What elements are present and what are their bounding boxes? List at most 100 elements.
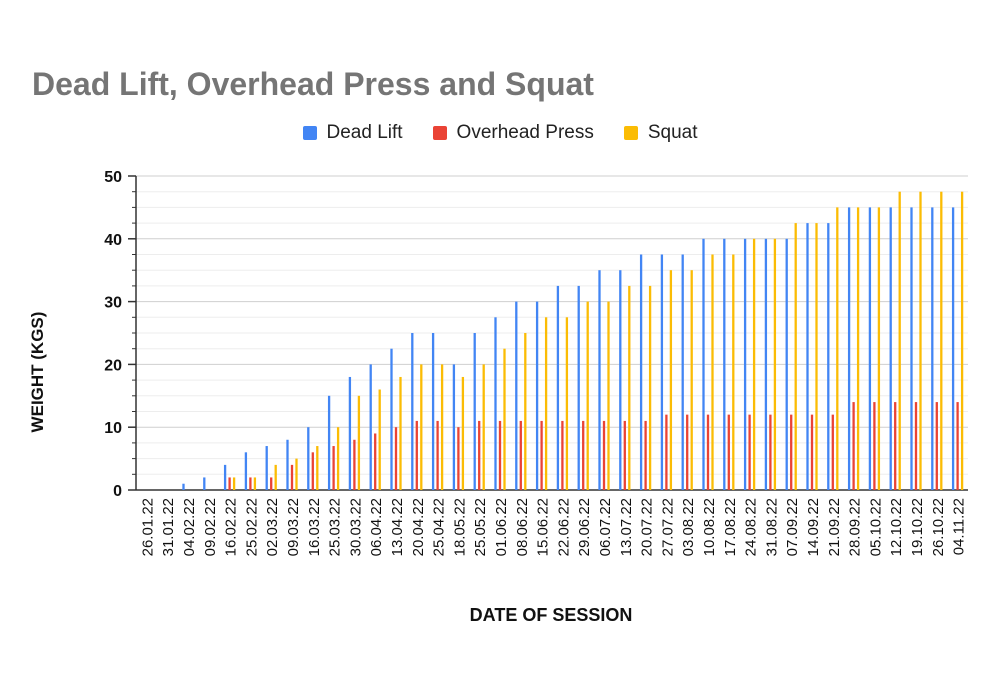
bar (806, 223, 809, 490)
bar (743, 238, 747, 490)
bar (815, 223, 818, 490)
bar (295, 458, 298, 490)
bar (411, 333, 414, 490)
legend-swatch (432, 126, 447, 140)
bar (577, 285, 580, 490)
x-tick-label: 16.02.22 (223, 498, 240, 556)
x-tick-label: 20.04.22 (410, 498, 427, 556)
x-tick-label: 07.09.22 (784, 498, 801, 556)
bar (586, 301, 589, 490)
x-tick-label: 25.05.22 (472, 498, 489, 556)
x-tick-label: 19.10.22 (909, 498, 926, 556)
bar (910, 207, 913, 490)
bar (461, 376, 465, 490)
bar (723, 238, 726, 490)
bar (686, 414, 689, 490)
bar (639, 254, 643, 490)
chart-title: Dead Lift, Overhead Press and Squat (32, 66, 594, 102)
x-tick-label: 31.01.22 (160, 498, 177, 556)
bar (785, 238, 788, 490)
x-tick-label: 01.06.22 (493, 498, 510, 556)
bar (274, 464, 277, 490)
x-tick-label: 09.02.22 (202, 498, 219, 556)
legend-item: Dead Lift (302, 122, 403, 144)
bar (265, 446, 268, 490)
x-tick-label: 13.04.22 (389, 498, 406, 556)
x-tick-label: 06.04.22 (368, 498, 385, 556)
bar (960, 191, 964, 490)
bar (540, 420, 543, 490)
bar (868, 207, 872, 490)
y-tick-label: 40 (104, 232, 122, 249)
bar (889, 207, 892, 490)
x-tick-label: 30.03.22 (347, 498, 364, 556)
bar (228, 477, 231, 490)
x-tick-label: 13.07.22 (618, 498, 635, 556)
bar (847, 207, 851, 490)
bar (931, 207, 934, 490)
legend-swatch (302, 126, 317, 140)
x-tick-label: 18.05.22 (451, 498, 468, 556)
x-tick-label: 17.08.22 (722, 498, 739, 556)
x-tick-label: 20.07.22 (639, 498, 656, 556)
legend-label: Dead Lift (326, 122, 403, 143)
bar (764, 238, 768, 490)
bar (390, 348, 393, 490)
bar (494, 317, 497, 490)
x-tick-label: 25.04.22 (431, 498, 448, 556)
legend-label: Squat (647, 122, 698, 143)
x-tick-label: 26.01.22 (139, 498, 156, 556)
bar (956, 402, 959, 490)
bar (711, 254, 714, 490)
bar (669, 270, 673, 490)
bar (369, 364, 372, 490)
bar (582, 420, 585, 490)
x-axis-title: DATE OF SESSION (469, 605, 633, 625)
bar (420, 364, 423, 490)
x-tick-label: 12.10.22 (888, 498, 905, 556)
y-tick-label: 10 (104, 420, 122, 437)
bar (873, 402, 876, 490)
bar (940, 191, 943, 490)
bar (628, 285, 631, 490)
bar (561, 420, 564, 490)
bar (852, 402, 855, 490)
y-tick-label: 20 (104, 357, 122, 374)
bar (665, 414, 668, 490)
y-tick-label: 50 (104, 169, 122, 186)
bar (836, 207, 839, 490)
bar (810, 414, 814, 490)
bar (336, 427, 340, 490)
bar (223, 464, 227, 490)
bar (702, 238, 705, 490)
bar (327, 395, 331, 490)
bar (244, 452, 248, 490)
x-tick-label: 21.09.22 (826, 498, 843, 556)
bar (748, 414, 751, 490)
bar (232, 477, 236, 490)
x-tick-label: 25.03.22 (327, 498, 344, 556)
x-tick-label: 22.06.22 (555, 498, 572, 556)
bar (353, 439, 356, 490)
bar (769, 414, 772, 490)
x-tick-label: 31.08.22 (763, 498, 780, 556)
x-tick-label: 10.08.22 (701, 498, 718, 556)
bar (535, 301, 539, 490)
y-tick-label: 30 (104, 295, 122, 312)
bar (307, 427, 310, 490)
bar (877, 207, 881, 490)
bar (290, 464, 294, 490)
bar (253, 477, 257, 490)
bar (457, 427, 460, 490)
bar (544, 317, 548, 490)
bar (919, 191, 922, 490)
bar (951, 207, 955, 490)
bar (519, 420, 522, 490)
bar (399, 376, 402, 490)
x-tick-label: 09.03.22 (285, 498, 302, 556)
bar (332, 446, 335, 490)
bar (515, 301, 518, 490)
bar (794, 223, 797, 490)
bar (598, 270, 601, 490)
